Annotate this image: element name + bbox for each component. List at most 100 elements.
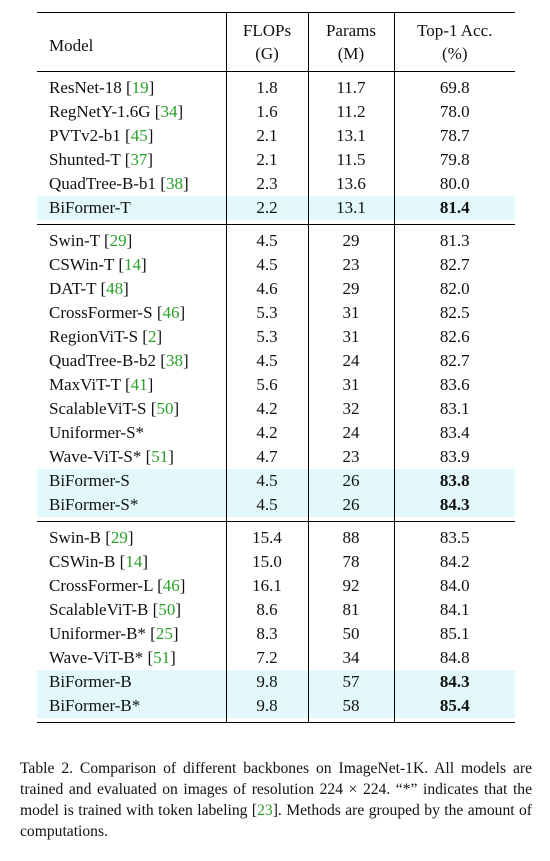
flops-cell: 16.1 <box>225 574 308 598</box>
flops-cell: 4.6 <box>225 277 308 301</box>
citation-link[interactable]: 51 <box>153 648 171 667</box>
model-name-cell: RegionViT-S [2] <box>49 327 163 346</box>
comparison-table: Model FLOPs Params Top-1 Acc. (G) (M) (%… <box>37 12 515 723</box>
model-name-cell: BiFormer-S <box>37 469 226 493</box>
table-row: Wave-ViT-S* [51] 4.7 23 83.9 <box>37 445 515 469</box>
model-name: ResNet-18 <box>49 78 122 97</box>
accuracy-cell: 83.1 <box>393 397 515 421</box>
accuracy-cell: 83.8 <box>393 469 515 493</box>
model-name: BiFormer-B <box>49 672 132 691</box>
header-params-unit: (M) <box>307 42 394 72</box>
citation-link[interactable]: 38 <box>165 174 183 193</box>
model-name: RegionViT-S <box>49 327 139 346</box>
citation-link[interactable]: 19 <box>131 78 149 97</box>
table-container: Model FLOPs Params Top-1 Acc. (G) (M) (%… <box>37 12 515 723</box>
model-name-cell: Uniformer-B* [25] <box>49 624 179 643</box>
model-name-cell: BiFormer-B* <box>37 694 226 718</box>
citation-link[interactable]: 25 <box>155 624 173 643</box>
caption-citation-link[interactable]: 23 <box>257 802 273 819</box>
model-name-cell: QuadTree-B-b1 [38] <box>49 174 189 193</box>
params-cell: 29 <box>307 277 394 301</box>
table-row: CrossFormer-S [46] 5.3 31 82.5 <box>37 301 515 325</box>
flops-cell: 4.5 <box>225 229 308 253</box>
citation-link[interactable]: 46 <box>162 576 180 595</box>
flops-cell: 5.3 <box>225 301 308 325</box>
model-name: Swin-T <box>49 231 100 250</box>
model-name-cell: DAT-T [48] <box>49 279 129 298</box>
params-cell: 88 <box>307 526 394 550</box>
citation-link[interactable]: 38 <box>165 351 183 370</box>
citation-link[interactable]: 41 <box>130 375 148 394</box>
accuracy-cell: 83.4 <box>393 421 515 445</box>
citation-link[interactable]: 51 <box>151 447 169 466</box>
table-row: Shunted-T [37] 2.1 11.5 79.8 <box>37 148 515 172</box>
citation-link[interactable]: 37 <box>130 150 148 169</box>
accuracy-cell: 82.7 <box>393 349 515 373</box>
citation-link[interactable]: 14 <box>125 552 143 571</box>
caption-text-end: ]. Methods are grouped by the amount of … <box>20 802 532 840</box>
model-name-cell: Swin-T [29] <box>49 231 133 250</box>
accuracy-cell: 82.5 <box>393 301 515 325</box>
params-cell: 24 <box>307 421 394 445</box>
model-name-cell: Uniformer-S* <box>37 421 226 445</box>
flops-cell: 8.6 <box>225 598 308 622</box>
params-cell: 34 <box>307 646 394 670</box>
accuracy-cell: 85.4 <box>393 694 515 718</box>
model-group: ResNet-18 [19] 1.8 11.7 69.8 RegNetY-1.6G [3… <box>37 71 515 225</box>
table-row: RegNetY-1.6G [34] 1.6 11.2 78.0 <box>37 100 515 124</box>
model-name-cell: RegNetY-1.6G [34] <box>49 102 184 121</box>
citation-link[interactable]: 29 <box>109 231 127 250</box>
header-flops: FLOPs <box>225 12 308 42</box>
citation-link[interactable]: 46 <box>162 303 180 322</box>
citation-link[interactable]: 50 <box>158 600 176 619</box>
accuracy-cell: 81.3 <box>393 229 515 253</box>
citation-link[interactable]: 48 <box>106 279 124 298</box>
citation-link[interactable]: 2 <box>147 327 157 346</box>
params-cell: 13.1 <box>307 196 394 220</box>
flops-cell: 2.1 <box>225 148 308 172</box>
flops-cell: 1.8 <box>225 76 308 100</box>
params-cell: 23 <box>307 253 394 277</box>
params-cell: 50 <box>307 622 394 646</box>
header-acc-unit: (%) <box>393 42 515 72</box>
table-row: Swin-T [29] 4.5 29 81.3 <box>37 229 515 253</box>
model-group: Swin-B [29] 15.4 88 83.5 CSWin-B [14] 15.0 78 8… <box>37 521 515 723</box>
table-row: Swin-B [29] 15.4 88 83.5 <box>37 526 515 550</box>
flops-cell: 1.6 <box>225 100 308 124</box>
citation-link[interactable]: 29 <box>110 528 128 547</box>
model-name-cell: CSWin-T [14] <box>49 255 147 274</box>
flops-cell: 9.8 <box>225 670 308 694</box>
citation-link[interactable]: 45 <box>130 126 148 145</box>
citation-link[interactable]: 14 <box>124 255 142 274</box>
model-name: BiFormer-B* <box>49 696 141 715</box>
table-row: BiFormer-S* 4.5 26 84.3 <box>37 493 515 517</box>
model-name: ScalableViT-B <box>49 600 149 619</box>
model-group: Swin-T [29] 4.5 29 81.3 CSWin-T [14] 4.5 23 82.… <box>37 224 515 522</box>
flops-cell: 4.5 <box>225 349 308 373</box>
params-cell: 78 <box>307 550 394 574</box>
model-name-cell: Wave-ViT-S* [51] <box>49 447 174 466</box>
params-cell: 81 <box>307 598 394 622</box>
params-cell: 31 <box>307 373 394 397</box>
table-row: BiFormer-B 9.8 57 84.3 <box>37 670 515 694</box>
accuracy-value-best: 84.3 <box>439 495 470 514</box>
accuracy-cell: 79.8 <box>393 148 515 172</box>
accuracy-value-best: 85.4 <box>439 696 470 715</box>
flops-cell: 15.4 <box>225 526 308 550</box>
params-cell: 23 <box>307 445 394 469</box>
header-acc: Top-1 Acc. <box>393 12 515 42</box>
params-cell: 13.1 <box>307 124 394 148</box>
accuracy-cell: 83.9 <box>393 445 515 469</box>
table-row: Wave-ViT-B* [51] 7.2 34 84.8 <box>37 646 515 670</box>
accuracy-cell: 84.2 <box>393 550 515 574</box>
flops-cell: 4.2 <box>225 397 308 421</box>
accuracy-value-best: 81.4 <box>439 198 470 217</box>
citation-link[interactable]: 34 <box>160 102 178 121</box>
params-cell: 11.5 <box>307 148 394 172</box>
table-row: QuadTree-B-b1 [38] 2.3 13.6 80.0 <box>37 172 515 196</box>
model-name: QuadTree-B-b2 <box>49 351 157 370</box>
table-row: MaxViT-T [41] 5.6 31 83.6 <box>37 373 515 397</box>
header-model: Model <box>49 35 94 55</box>
citation-link[interactable]: 50 <box>156 399 174 418</box>
model-name: CSWin-B <box>49 552 116 571</box>
